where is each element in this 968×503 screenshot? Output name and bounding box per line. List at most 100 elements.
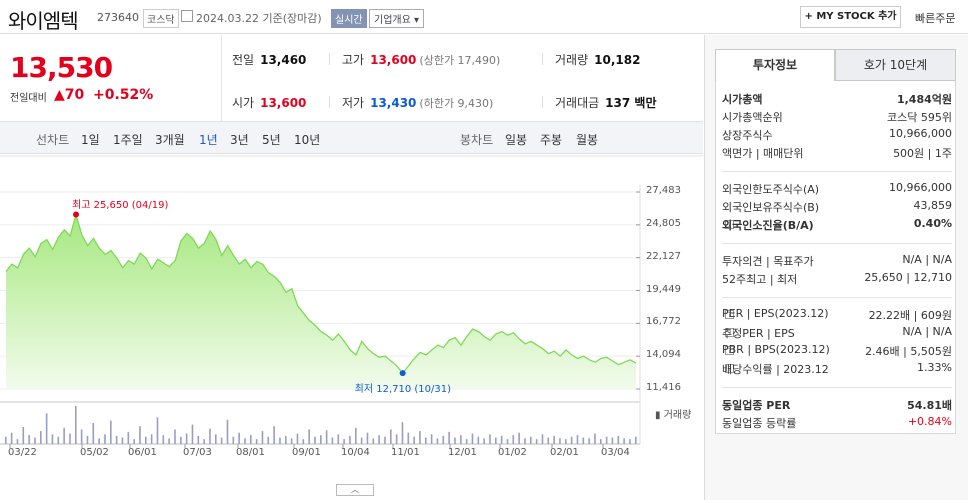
volume-bar bbox=[255, 439, 258, 444]
volume-bar bbox=[104, 434, 106, 444]
y-tick-label: 16,772 bbox=[646, 316, 681, 328]
volume-bar bbox=[500, 435, 503, 444]
x-tick-label: 03/22 bbox=[8, 447, 37, 458]
stock-header: 와이엠텍 273640 코스닥 2024.03.22 기준(장마감) 실시간 기… bbox=[0, 0, 968, 34]
info-label: 외국인한도주식수(A) bbox=[722, 183, 820, 196]
info-label: 외국인소진율(B/A) bbox=[722, 219, 814, 232]
help-icon[interactable]: ? bbox=[725, 219, 734, 229]
volume-bar bbox=[623, 438, 625, 444]
volume-bar bbox=[51, 434, 54, 444]
volume-bar bbox=[174, 429, 176, 444]
low-marker bbox=[399, 370, 406, 377]
tab-orderbook[interactable]: 호가 10단계 bbox=[835, 49, 956, 81]
info-row: 시가총액 1,484억원 bbox=[722, 91, 952, 109]
help-icon[interactable]: ? bbox=[725, 345, 734, 355]
info-label: PBR | BPS(2023.12) bbox=[722, 343, 830, 356]
volume-bar bbox=[360, 437, 363, 444]
info-row: 액면가 | 매매단위 500원 | 1주 bbox=[722, 145, 952, 163]
info-row: 외국인한도주식수(A) 10,966,000 bbox=[722, 181, 952, 199]
volume-bar bbox=[10, 432, 13, 444]
info-value: 0.40% bbox=[913, 217, 952, 230]
company-info-dropdown[interactable]: 기업개요 ▾ bbox=[369, 9, 424, 28]
tab-daily[interactable]: 일봉 bbox=[505, 133, 528, 147]
y-tick-label: 11,416 bbox=[646, 382, 681, 393]
tab-monthly[interactable]: 월봉 bbox=[576, 133, 599, 147]
info-value: 코스닥 595위 bbox=[887, 111, 952, 124]
volume-bar bbox=[261, 431, 264, 444]
info-label: 시가총액 bbox=[722, 93, 763, 106]
high-marker bbox=[73, 211, 79, 218]
volume-bar bbox=[442, 435, 445, 444]
x-tick-label: 11/01 bbox=[391, 447, 420, 458]
info-label: 추정PER | EPS bbox=[722, 327, 795, 340]
tab-1d[interactable]: 1일 bbox=[81, 133, 100, 147]
info-label: 배당수익률 | 2023.12 bbox=[722, 363, 829, 376]
price-line bbox=[5, 212, 637, 375]
volume-bar bbox=[518, 432, 520, 444]
tab-10y[interactable]: 10년 bbox=[294, 133, 321, 147]
volume-bar bbox=[594, 433, 596, 444]
stock-code: 273640 bbox=[97, 11, 139, 24]
volume-bar bbox=[325, 430, 328, 444]
help-icon[interactable]: ? bbox=[725, 309, 734, 319]
quick-order-button[interactable]: 빠른주문 bbox=[915, 12, 956, 25]
trade-amount: 거래대금 137 백만 bbox=[555, 96, 657, 110]
volume-legend: ▮ 거래량 bbox=[655, 410, 692, 421]
info-row: 외국인소진율(B/A)? 0.40% bbox=[722, 217, 952, 235]
tab-invest-info[interactable]: 투자정보 bbox=[715, 49, 835, 81]
tab-1w[interactable]: 1주일 bbox=[113, 133, 143, 147]
volume-bar bbox=[75, 406, 77, 444]
volume-bar bbox=[477, 436, 480, 444]
volume-bar bbox=[220, 437, 223, 444]
y-tick-label: 14,094 bbox=[646, 349, 681, 361]
add-mystock-button[interactable]: + MY STOCK 추가 bbox=[800, 6, 901, 28]
volume-bar bbox=[308, 429, 310, 444]
volume-bar bbox=[553, 435, 555, 444]
tab-5y[interactable]: 5년 bbox=[262, 133, 281, 147]
chart-tabbar: 선차트 1일 1주일 3개월 1년 3년 5년 10년 봉차트 일봉 주봉 월봉 bbox=[0, 121, 703, 154]
collapse-chart-button[interactable]: ︿ bbox=[336, 484, 374, 496]
tab-3y[interactable]: 3년 bbox=[230, 133, 249, 147]
volume-bar bbox=[296, 433, 299, 444]
info-row: PBR | BPS(2023.12)? 2.46배 | 5,505원 bbox=[722, 343, 952, 361]
volume: 거래량 10,182 bbox=[555, 53, 641, 67]
volume-bar bbox=[605, 436, 608, 444]
info-row: 동일업종 등락률 +0.84% bbox=[722, 415, 952, 433]
info-value: 22.22배 | 609원 bbox=[868, 309, 952, 322]
y-tick-label: 19,449 bbox=[646, 283, 681, 295]
help-icon[interactable]: ? bbox=[725, 327, 734, 337]
info-value: +0.84% bbox=[907, 415, 952, 428]
volume-bar bbox=[156, 417, 159, 444]
volume-bar bbox=[290, 438, 293, 444]
x-tick-label: 09/01 bbox=[292, 447, 321, 458]
volume-bar bbox=[524, 438, 526, 444]
volume-bar bbox=[5, 436, 7, 444]
volume-bar bbox=[250, 435, 252, 444]
volume-bar bbox=[401, 422, 404, 444]
volume-bar bbox=[576, 435, 579, 444]
volume-bar bbox=[506, 439, 509, 444]
tab-weekly[interactable]: 주봉 bbox=[540, 133, 563, 147]
volume-bar bbox=[495, 437, 497, 444]
help-icon[interactable]: ? bbox=[725, 363, 734, 373]
volume-bar bbox=[588, 438, 590, 444]
info-value: 10,966,000 bbox=[889, 127, 952, 140]
chart-svg bbox=[0, 155, 703, 448]
tab-3m[interactable]: 3개월 bbox=[155, 133, 185, 147]
x-tick-label: 07/03 bbox=[183, 447, 212, 458]
volume-bar bbox=[629, 439, 631, 444]
info-row: 52주최고 | 최저 25,650 | 12,710 bbox=[722, 271, 952, 289]
volume-bar bbox=[226, 419, 229, 444]
volume-bar bbox=[302, 439, 305, 444]
info-value: 1.33% bbox=[917, 361, 952, 374]
volume-bar bbox=[471, 433, 474, 444]
volume-bar bbox=[378, 435, 380, 444]
realtime-button[interactable]: 실시간 bbox=[331, 9, 367, 28]
y-tick-label: 24,805 bbox=[646, 217, 681, 229]
info-value: 500원 | 1주 bbox=[893, 147, 952, 160]
volume-bar bbox=[244, 438, 246, 444]
volume-bar bbox=[16, 439, 19, 444]
volume-bar bbox=[22, 427, 25, 444]
volume-bar bbox=[530, 436, 532, 444]
tab-1y[interactable]: 1년 bbox=[199, 133, 218, 147]
